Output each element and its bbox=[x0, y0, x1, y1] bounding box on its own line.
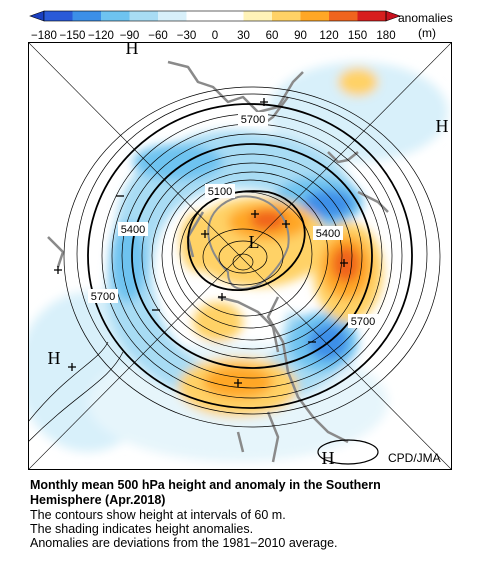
pressure-centers: H H H H L bbox=[48, 42, 449, 468]
colorbar-segment bbox=[101, 11, 130, 21]
colorbar-tick-label: −60 bbox=[148, 30, 168, 42]
polar-map: 5700 5100 5400 5400 5700 5700 H H H H L bbox=[28, 42, 452, 470]
colorbar-tick-label: 90 bbox=[294, 30, 307, 42]
caption-line: The contours show height at intervals of… bbox=[30, 508, 286, 522]
colorbar-label: anomalies bbox=[398, 11, 453, 25]
colorbar-tick-label: −120 bbox=[88, 30, 114, 42]
contour-label: 5700 bbox=[351, 316, 375, 328]
colorbar-segment bbox=[329, 11, 358, 21]
colorbar-segment bbox=[243, 11, 272, 21]
colorbar-segment bbox=[186, 11, 215, 21]
colorbar-tick-label: 150 bbox=[348, 30, 367, 42]
map-grid bbox=[28, 42, 452, 470]
contour-label: 5400 bbox=[316, 228, 340, 240]
caption-line: The shading indicates height anomalies. bbox=[30, 522, 254, 536]
low-center: L bbox=[249, 232, 260, 252]
map-credit: CPD/JMA bbox=[388, 451, 441, 465]
colorbar-tick-label: 0 bbox=[212, 30, 218, 42]
colorbar-segments bbox=[29, 10, 401, 22]
contour-label: 5100 bbox=[208, 186, 232, 198]
colorbar-tick-label: −150 bbox=[60, 30, 86, 42]
colorbar-ticks: −180 −150 −120 −90 −60 −30 0 30 60 90 120 150 180 bbox=[31, 30, 396, 42]
colorbar-segment bbox=[300, 11, 329, 21]
colorbar-segment bbox=[129, 11, 158, 21]
caption-title-line2: Hemisphere (Apr.2018) bbox=[30, 493, 166, 507]
colorbar-arrow-low bbox=[29, 10, 45, 22]
contour-label: 5700 bbox=[241, 114, 265, 126]
high-center: H bbox=[436, 116, 449, 136]
colorbar-segment bbox=[215, 11, 244, 21]
anomaly-colorbar: −180 −150 −120 −90 −60 −30 0 30 60 90 120 150 180 an… bbox=[29, 10, 453, 42]
colorbar-segment bbox=[158, 11, 187, 21]
contour-labels: 5700 5100 5400 5400 5700 5700 bbox=[88, 112, 378, 328]
figure-caption: Monthly mean 500 hPa height and anomaly … bbox=[30, 478, 470, 550]
caption-title-line1: Monthly mean 500 hPa height and anomaly … bbox=[30, 478, 381, 492]
colorbar-segment bbox=[272, 11, 301, 21]
colorbar-tick-label: 120 bbox=[319, 30, 338, 42]
high-center: H bbox=[126, 42, 139, 58]
coastlines bbox=[47, 60, 389, 463]
colorbar-tick-label: 30 bbox=[237, 30, 250, 42]
anomaly-extrema-markers bbox=[54, 98, 348, 387]
colorbar-tick-label: −90 bbox=[120, 30, 140, 42]
colorbar-segment bbox=[72, 11, 101, 21]
colorbar-segment bbox=[357, 11, 386, 21]
colorbar-tick-label: 60 bbox=[266, 30, 279, 42]
colorbar-tick-label: 180 bbox=[376, 30, 395, 42]
caption-line: Anomalies are deviations from the 1981−2… bbox=[30, 536, 338, 550]
high-center: H bbox=[322, 448, 335, 468]
high-center: H bbox=[48, 348, 61, 368]
colorbar-segment bbox=[44, 11, 73, 21]
contour-label: 5700 bbox=[91, 291, 115, 303]
contour-label: 5400 bbox=[121, 224, 145, 236]
colorbar-frame bbox=[43, 10, 387, 22]
colorbar-tick-label: −30 bbox=[177, 30, 197, 42]
map-frame bbox=[28, 42, 452, 470]
colorbar-unit: (m) bbox=[418, 26, 436, 40]
colorbar-tick-label: −180 bbox=[31, 30, 57, 42]
